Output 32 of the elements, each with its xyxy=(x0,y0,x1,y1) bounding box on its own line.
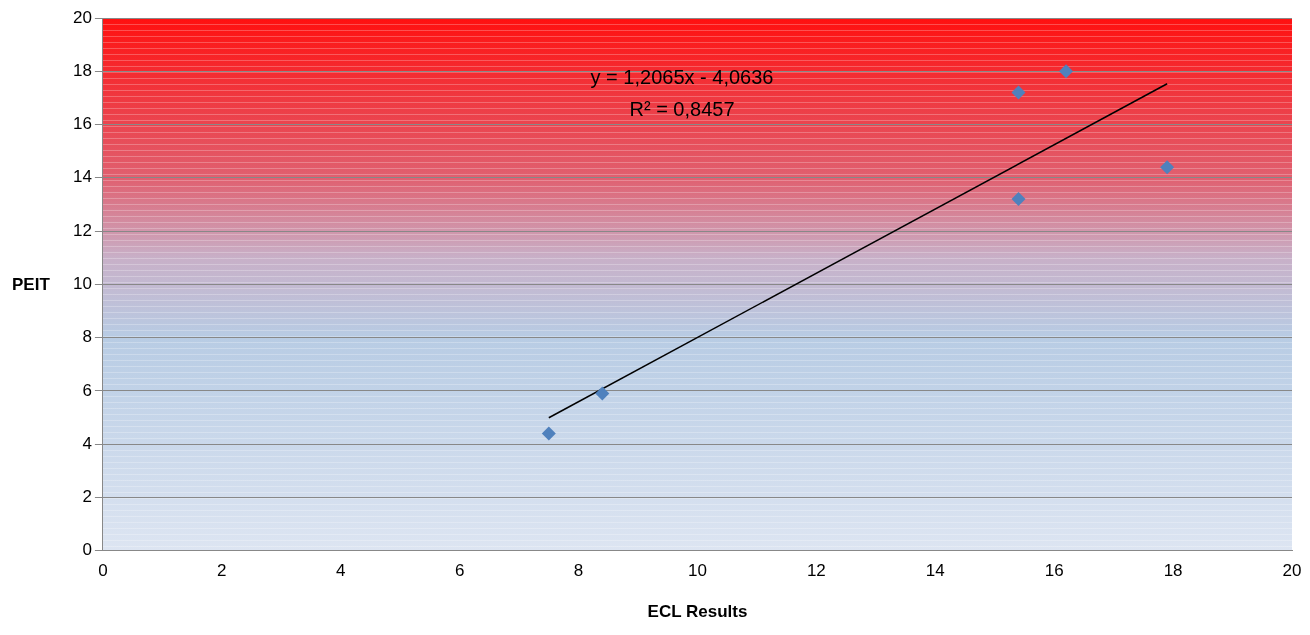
point xyxy=(541,426,556,441)
y-axis-title: PEIT xyxy=(12,274,51,294)
x-axis-title: ECL Results xyxy=(647,602,748,622)
y-tick-label: 0 xyxy=(82,540,92,560)
x-tick-label: 8 xyxy=(573,561,584,581)
y-tick-label: 18 xyxy=(72,60,92,80)
x-tick-label: 10 xyxy=(687,561,707,581)
y-tick-label: 12 xyxy=(72,220,92,240)
annotation: y = 1,2065x - 4,0636 xyxy=(590,65,774,88)
y-tick-label: 20 xyxy=(72,7,92,27)
y-tick-label: 6 xyxy=(82,380,92,400)
y-tick-label: 4 xyxy=(82,433,92,453)
x-tick-label: 6 xyxy=(454,561,465,581)
y-tick-label: 10 xyxy=(72,273,92,293)
point xyxy=(595,386,610,401)
x-tick-label: 18 xyxy=(1163,561,1183,581)
x-tick-label: 12 xyxy=(806,561,826,581)
x-tick-label: 2 xyxy=(217,561,227,581)
point xyxy=(1160,160,1175,175)
point xyxy=(1011,85,1026,100)
annotation: R² = 0,8457 xyxy=(629,97,735,120)
x-tick-label: 14 xyxy=(925,561,945,581)
y-tick-label: 2 xyxy=(82,487,92,507)
y-tick-label: 16 xyxy=(72,114,92,134)
y-tick-label: 8 xyxy=(82,327,92,347)
point xyxy=(1011,192,1026,207)
y-tick-label: 14 xyxy=(72,167,92,187)
x-tick-label: 0 xyxy=(98,561,108,581)
x-tick-label: 20 xyxy=(1282,561,1302,581)
point xyxy=(1059,64,1074,79)
x-tick-label: 16 xyxy=(1044,561,1064,581)
x-tick-label: 4 xyxy=(335,561,346,581)
